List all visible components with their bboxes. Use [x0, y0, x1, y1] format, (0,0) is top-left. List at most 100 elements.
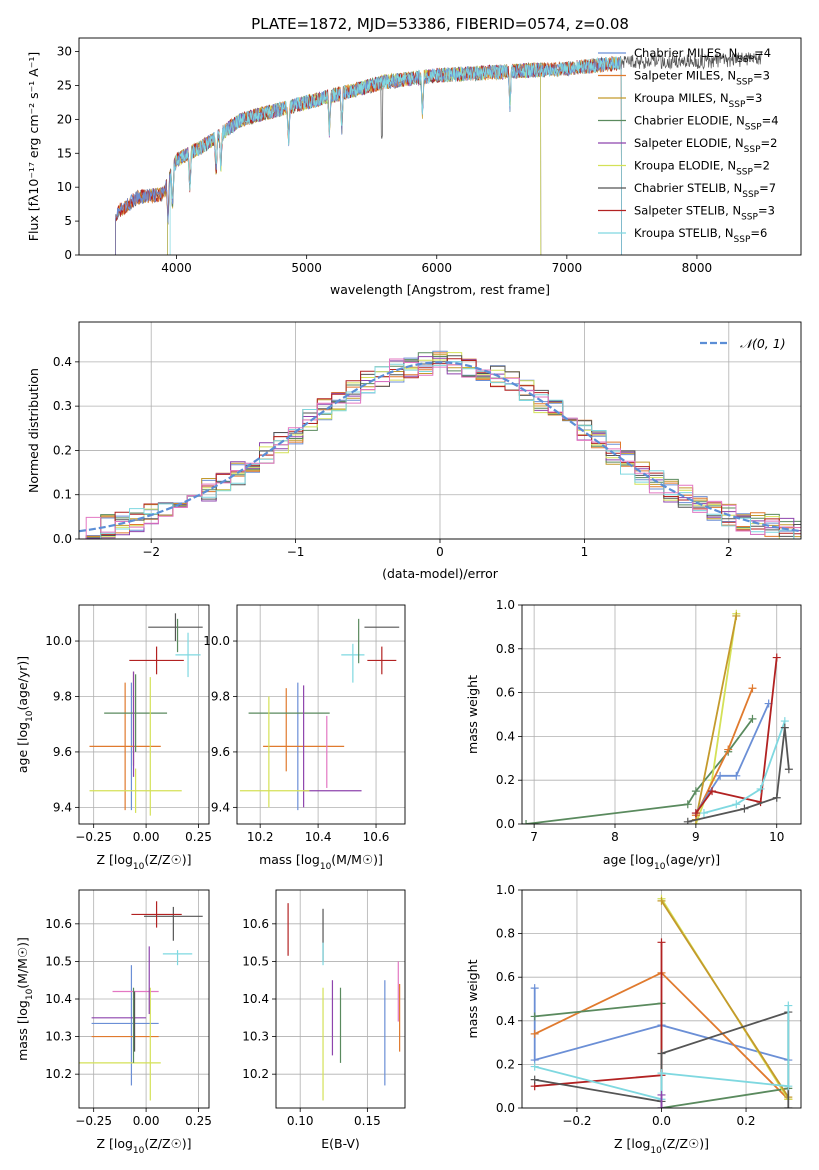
mass-weight-line — [533, 988, 789, 1062]
y-tick-label: 10 — [57, 180, 72, 194]
x-tick-label: −0.25 — [75, 1114, 112, 1128]
y-tick-label: 9.4 — [211, 800, 230, 814]
legend-label: Chabrier STELIB, NSSP=7 — [634, 181, 776, 200]
point-marker — [716, 771, 725, 780]
point-marker — [530, 984, 539, 993]
point-marker — [780, 723, 789, 732]
y-tick-label: 0.0 — [53, 532, 72, 546]
point-marker — [724, 745, 733, 754]
y-tick-label: 9.8 — [211, 689, 230, 703]
y-tick-label: 10.6 — [242, 917, 269, 931]
x-tick-label: 0.00 — [133, 830, 160, 844]
ticks-age_vs_Z: −0.25 0.00 0.25 9.4 9.6 9.8 10.0 — [45, 634, 212, 844]
plot-area-massweight_vs_Z — [530, 894, 793, 1108]
y-tick-label: 10.6 — [45, 917, 72, 931]
y-tick-label: 10.2 — [242, 1067, 269, 1081]
y-axis-label: Flux [fλ10⁻¹⁷ erg cm⁻² s⁻¹ A⁻¹] — [26, 52, 41, 241]
ticks-spectrum: 4000 5000 6000 7000 8000 0 5 10 15 20 25 30 — [57, 45, 712, 275]
x-tick-label: 0.15 — [354, 1114, 381, 1128]
y-tick-label: 30 — [57, 45, 72, 59]
y-tick-label: 0.4 — [53, 355, 72, 369]
y-tick-label: 0.4 — [496, 1014, 515, 1028]
x-tick-label: −0.2 — [562, 1114, 591, 1128]
y-tick-label: 0.8 — [496, 927, 515, 941]
point-marker — [756, 784, 765, 793]
x-tick-label: 0.25 — [185, 1114, 212, 1128]
plot-area-age_vs_Z — [89, 613, 203, 816]
point-marker — [772, 653, 781, 662]
axes-residuals: −2 −1 0 1 2 0.0 0.1 0.2 0.3 0.4 — [53, 321, 802, 559]
x-axis-label: Z [log10(Z/Z☉)] — [614, 1136, 709, 1156]
y-tick-label: 1.0 — [496, 883, 515, 897]
axes-age_vs_Z: −0.25 0.00 0.25 9.4 9.6 9.8 10.0 — [45, 604, 212, 844]
legend-label: Kroupa STELIB, NSSP=6 — [634, 226, 767, 245]
x-tick-label: −1 — [287, 545, 305, 559]
x-tick-label: 10.2 — [247, 830, 274, 844]
x-tick-label: 5000 — [291, 261, 322, 275]
x-tick-label: 10 — [769, 830, 784, 844]
residuals-legend: 𝒩(0, 1) — [700, 336, 786, 351]
legend-label: Salpeter STELIB, NSSP=3 — [634, 204, 775, 223]
point-marker — [732, 771, 741, 780]
y-tick-label: 10.4 — [45, 992, 72, 1006]
mass-weight-line — [660, 900, 790, 1098]
x-axis-label: E(B-V) — [321, 1136, 360, 1151]
x-tick-label: −0.25 — [75, 830, 112, 844]
y-tick-label: 0.6 — [496, 970, 515, 984]
legend-label: Salpeter ELODIE, NSSP=2 — [634, 136, 777, 155]
x-axis-label: Z [log10(Z/Z☉)] — [96, 852, 191, 872]
x-tick-label: 1 — [581, 545, 589, 559]
x-axis-label: Z [log10(Z/Z☉)] — [96, 1136, 191, 1156]
plot-area-massweight_vs_age — [522, 609, 793, 824]
axes-mass_vs_Z: −0.25 0.00 0.25 10.2 10.3 10.4 10.5 10.6 — [45, 889, 212, 1128]
point-marker — [732, 800, 741, 809]
mass-weight-line — [695, 657, 778, 814]
point-marker — [657, 1069, 666, 1078]
point-marker — [732, 611, 741, 620]
axes-massweight_vs_age: 7 8 9 10 0.0 0.2 0.4 0.6 0.8 1.0 — [496, 598, 802, 844]
mass-weight-line — [695, 615, 738, 820]
point-marker — [708, 787, 717, 796]
plot-area-spectrum — [115, 51, 763, 255]
axes-frame — [78, 37, 802, 256]
mass-weight-line — [695, 703, 770, 814]
y-tick-label: 9.8 — [53, 689, 72, 703]
y-tick-label: 10.5 — [45, 954, 72, 968]
point-marker — [740, 804, 749, 813]
ticks-massweight_vs_Z: −0.2 0.0 0.2 0.0 0.2 0.4 0.6 0.8 1.0 — [496, 883, 756, 1128]
y-axis-label: mass weight — [465, 959, 480, 1038]
x-tick-label: 0.00 — [133, 1114, 160, 1128]
y-axis-label: Normed distribution — [26, 368, 41, 493]
plot-area-age_vs_mass — [239, 618, 400, 811]
x-tick-label: 9 — [692, 830, 700, 844]
axes-age_vs_mass: 10.2 10.4 10.6 9.4 9.6 9.8 10.0 — [203, 604, 406, 844]
y-tick-label: 0.2 — [496, 773, 515, 787]
point-marker — [784, 765, 793, 774]
y-tick-label: 0.8 — [496, 642, 515, 656]
x-axis-label: wavelength [Angstrom, rest frame] — [330, 282, 550, 297]
gaussian-curve — [79, 361, 801, 533]
point-marker — [530, 1012, 539, 1021]
x-tick-label: 10.6 — [363, 830, 390, 844]
x-tick-label: 0.25 — [185, 830, 212, 844]
y-tick-label: 0.1 — [53, 488, 72, 502]
legend-label: Kroupa MILES, NSSP=3 — [634, 91, 762, 110]
x-tick-label: −2 — [142, 545, 160, 559]
y-tick-label: 0.0 — [496, 817, 515, 831]
axes-mass_vs_ebv: 0.10 0.15 10.2 10.3 10.4 10.5 10.6 — [242, 889, 406, 1128]
y-tick-label: 15 — [57, 146, 72, 160]
legend-label: Salpeter MILES, NSSP=3 — [634, 69, 770, 88]
x-tick-label: 2 — [725, 545, 733, 559]
y-axis-label: age [log10(age/yr)] — [15, 656, 35, 773]
point-marker — [691, 787, 700, 796]
point-marker — [784, 1104, 793, 1108]
axes-massweight_vs_Z: −0.2 0.0 0.2 0.0 0.2 0.4 0.6 0.8 1.0 — [496, 883, 802, 1128]
x-tick-label: 4000 — [161, 261, 192, 275]
point-marker — [530, 1062, 539, 1071]
x-axis-label: age [log10(age/yr)] — [603, 852, 720, 872]
legend-label: 𝒩(0, 1) — [740, 336, 786, 351]
point-marker — [657, 896, 666, 905]
axes-frame — [78, 604, 210, 825]
ticks-age_vs_mass: 10.2 10.4 10.6 9.4 9.6 9.8 10.0 — [203, 634, 389, 844]
